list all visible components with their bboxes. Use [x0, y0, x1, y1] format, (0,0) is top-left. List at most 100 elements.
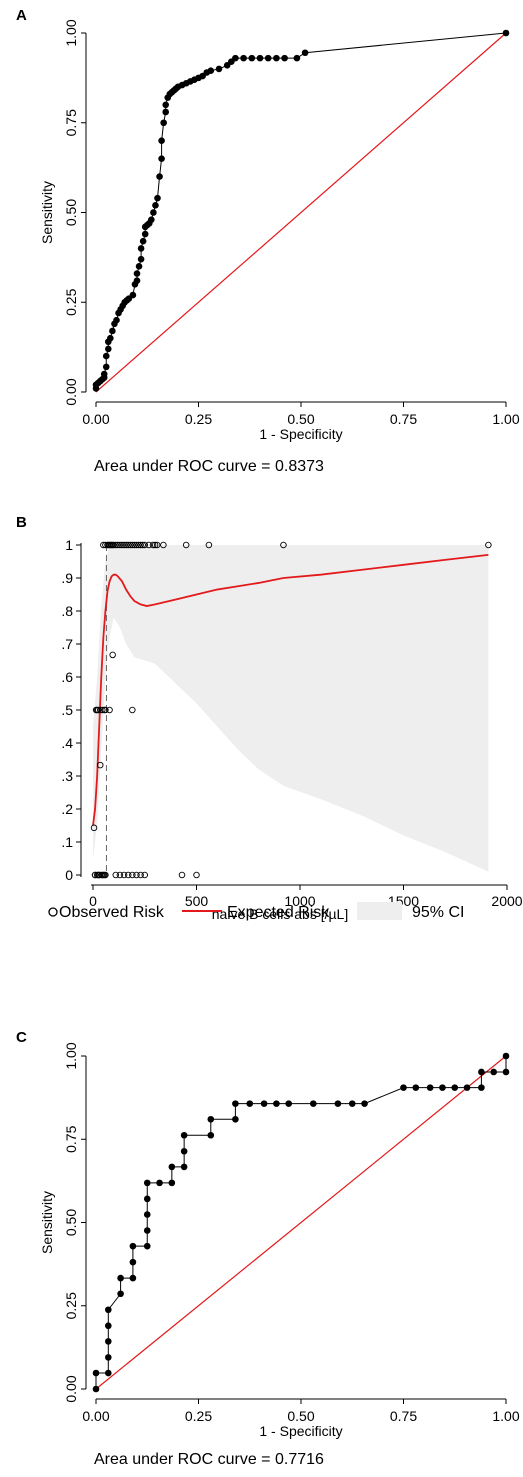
observed-point — [205, 541, 213, 549]
roc-point — [264, 54, 272, 62]
observed-point — [485, 541, 492, 549]
legend-observed-marker — [48, 907, 58, 917]
roc-point — [129, 1274, 137, 1282]
roc-point — [168, 1163, 176, 1171]
x-tick-label: 2000 — [491, 893, 522, 909]
roc-point — [158, 137, 165, 144]
roc-point — [248, 54, 256, 62]
roc-point — [92, 1385, 100, 1393]
y-tick-label: .4 — [61, 735, 73, 751]
observed-point — [90, 824, 98, 832]
observed-point — [135, 541, 142, 549]
observed-point — [95, 871, 103, 879]
roc-point — [426, 1084, 434, 1091]
observed-point — [149, 541, 157, 549]
observed-point — [122, 541, 130, 549]
roc-point — [152, 202, 159, 209]
observed-point — [94, 706, 102, 714]
roc-point — [478, 1084, 485, 1091]
roc-point — [137, 245, 145, 252]
y-axis-label: Sensitivity — [39, 1191, 55, 1254]
roc-point — [400, 1084, 407, 1091]
roc-point — [207, 1131, 215, 1139]
observed-point — [93, 871, 101, 879]
y-tick-label: .5 — [61, 702, 73, 718]
x-tick-label: 0.50 — [287, 411, 314, 427]
auc-annotation: Area under ROC curve = 0.7716 — [94, 1451, 324, 1468]
observed-point — [112, 871, 120, 879]
x-tick-label: 0.75 — [390, 411, 417, 427]
panel-label-a: A — [16, 7, 27, 24]
x-axis-label: 1 - Specificity — [259, 1423, 342, 1439]
observed-point — [178, 871, 186, 879]
y-tick-label: .3 — [61, 768, 73, 784]
y-tick-label: 0.00 — [63, 378, 79, 405]
roc-point — [463, 1084, 471, 1091]
roc-point — [105, 1354, 112, 1361]
x-tick-label: 0.00 — [82, 411, 109, 427]
y-tick-label: .2 — [61, 801, 73, 817]
expected-risk-line — [92, 554, 489, 826]
x-axis-label: naive B cells abs [/µL] — [212, 906, 348, 922]
observed-point — [116, 871, 124, 879]
roc-point — [502, 29, 510, 37]
observed-point — [99, 706, 106, 714]
observed-point — [112, 541, 120, 549]
x-tick-label: 500 — [185, 893, 209, 909]
roc-point — [143, 1211, 151, 1218]
observed-point — [120, 871, 128, 879]
observed-point — [182, 541, 190, 549]
roc-point — [256, 54, 264, 62]
y-tick-label: 0.75 — [63, 1125, 79, 1152]
legend-expected-label: Expected Risk — [227, 904, 330, 921]
x-tick-label: 0.50 — [287, 1408, 314, 1424]
roc-point — [246, 1100, 254, 1107]
roc-point — [105, 1322, 112, 1330]
roc-point — [293, 54, 301, 62]
roc-point — [478, 1068, 485, 1076]
roc-point — [143, 1179, 151, 1187]
roc-point — [105, 1306, 112, 1314]
observed-point — [153, 541, 161, 549]
roc-point — [105, 1338, 112, 1345]
panel-label-b: B — [16, 514, 27, 531]
auc-annotation: Area under ROC curve = 0.8373 — [94, 458, 324, 475]
observed-point — [145, 541, 153, 549]
x-tick-label: 0.25 — [185, 1408, 212, 1424]
observed-point — [106, 706, 113, 714]
observed-point — [118, 541, 126, 549]
observed-point — [129, 541, 136, 549]
observed-point — [114, 541, 122, 549]
y-tick-label: 0.75 — [63, 109, 79, 136]
roc-point — [129, 1258, 137, 1266]
roc-point — [102, 352, 110, 360]
observed-point — [96, 761, 104, 769]
observed-point — [100, 871, 107, 879]
y-tick-label: .8 — [61, 603, 73, 619]
roc-point — [113, 316, 120, 324]
observed-point — [129, 706, 136, 714]
observed-point — [102, 706, 109, 714]
x-tick-label: 0.75 — [390, 1408, 417, 1424]
roc-point — [148, 216, 155, 223]
roc-point — [160, 119, 167, 127]
roc-point — [301, 49, 309, 57]
roc-point — [207, 1115, 215, 1123]
observed-point — [98, 871, 105, 879]
roc-point — [102, 363, 110, 371]
observed-point — [141, 541, 148, 549]
reference-line — [95, 32, 507, 393]
roc-point — [490, 1068, 498, 1076]
roc-curve — [95, 32, 507, 389]
y-tick-label: 1.00 — [63, 1042, 79, 1069]
y-tick-label: 0.50 — [63, 199, 79, 226]
observed-point — [133, 541, 140, 549]
y-tick-label: .6 — [61, 669, 73, 685]
roc-point — [158, 155, 165, 162]
legend-ci-marker — [357, 902, 402, 920]
observed-point — [124, 871, 132, 879]
x-tick-label: 0.25 — [185, 411, 212, 427]
observed-point — [116, 541, 124, 549]
roc-point — [105, 345, 112, 353]
roc-point — [215, 65, 223, 73]
